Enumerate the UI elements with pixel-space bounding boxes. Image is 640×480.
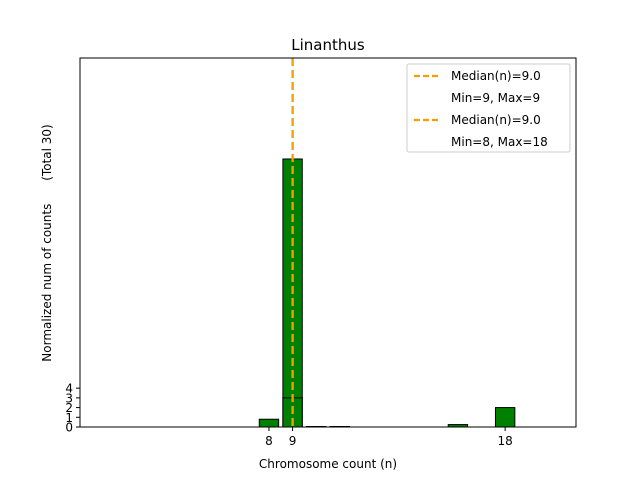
bar-series-2-x-18	[494, 407, 516, 428]
y-tick-label-2: 2	[65, 401, 73, 415]
plot-frame	[79, 57, 577, 428]
x-axis-ticks: 8 9 18	[265, 427, 513, 448]
y-tick-label-4: 4	[65, 382, 73, 396]
legend-range-label-1: Min=9, Max=9	[451, 91, 540, 105]
legend-median-label-1: Median(n)=9.0	[451, 69, 541, 83]
legend: Median(n)=9.0 Min=9, Max=9 Median(n)=9.0…	[406, 63, 571, 153]
y-tick-label-0: 0	[65, 421, 73, 435]
chart-title: Linanthus	[291, 36, 365, 54]
x-axis-label: Chromosome count (n)	[259, 457, 397, 471]
legend-median-label-2: Median(n)=9.0	[451, 113, 541, 127]
x-tick-label-9: 9	[289, 434, 297, 448]
x-tick-label-18: 18	[498, 434, 513, 448]
y-axis-label: Normalized num of counts (Total 30)	[40, 124, 54, 361]
y-tick-label-3: 3	[65, 391, 73, 405]
y-tick-label-1: 1	[65, 411, 73, 425]
legend-box	[406, 63, 571, 153]
legend-range-label-2: Min=8, Max=18	[451, 135, 548, 149]
x-tick-label-8: 8	[265, 434, 273, 448]
bar-series-2-x-8	[258, 418, 280, 428]
